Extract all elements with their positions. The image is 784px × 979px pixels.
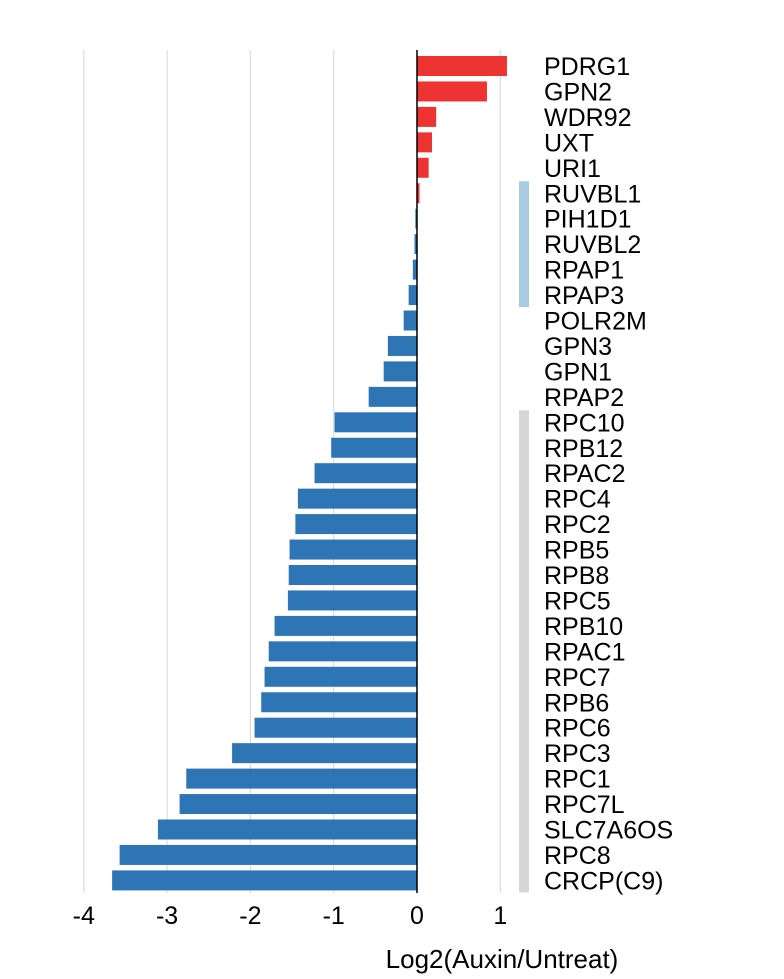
bar-rpac1 [268,641,417,662]
x-tick-label: -4 [73,902,95,930]
category-label: RPAP1 [544,257,624,285]
bar-rpc1 [186,768,417,789]
bar-rpc4 [297,488,417,509]
category-label: RPC10 [544,409,625,437]
category-label: GPN2 [544,78,612,106]
bar-rpac2 [314,463,417,484]
bar-polr2m [403,310,417,331]
category-label: RPAC2 [544,460,626,488]
category-label: RUVBL1 [544,180,641,208]
bar-rpc6 [254,717,417,738]
bar-rpc2 [295,514,417,535]
bars [112,56,507,891]
bar-rpb8 [288,565,417,585]
bar-rpc3 [232,743,417,764]
x-axis-title: Log2(Auxin/Untreat) [386,944,619,974]
bar-slc7a6os [157,819,417,840]
bar-crcp-c9- [112,870,417,891]
category-label: RPB12 [544,435,623,463]
category-label: PDRG1 [544,53,630,81]
bar-gpn3 [387,335,417,356]
category-label: RPAC1 [544,638,626,666]
bar-rpc8 [119,844,417,865]
category-label: RPC8 [544,842,611,870]
bar-ruvbl1 [417,183,420,204]
category-label: RPAP3 [544,282,624,310]
category-label: RPB8 [544,562,609,590]
category-label: RUVBL2 [544,231,641,259]
group-bracket [519,410,529,893]
group-brackets [519,181,529,893]
x-tick-label: -2 [239,902,261,930]
x-tick-label: 1 [493,902,507,930]
bar-rpb5 [289,539,417,560]
gridlines [83,50,501,893]
category-labels: PDRG1GPN2WDR92UXTURI1RUVBL1PIH1D1RUVBL2R… [544,53,673,895]
bar-pdrg1 [417,56,507,76]
x-tick-label: -1 [323,902,345,930]
bar-gpn2 [417,81,487,102]
x-tick-labels: -4 -3 -2 -1 0 1 [73,902,508,930]
bar-pih1d1 [415,208,417,229]
category-label: RPC7 [544,664,611,692]
bar-uri1 [417,157,429,178]
x-tick-label: 0 [410,902,424,930]
category-label: RPC3 [544,740,611,768]
category-label: RPB10 [544,613,623,641]
bar-rpc7 [264,666,417,687]
bar-rpb10 [274,615,417,636]
bar-rpc10 [334,412,417,433]
group-bracket [519,181,529,308]
category-label: RPB5 [544,537,609,565]
category-label: POLR2M [544,308,647,336]
category-label: GPN3 [544,333,612,361]
category-label: PIH1D1 [544,206,632,234]
bar-uxt [417,132,432,153]
bar-rpc5 [287,590,417,611]
bar-rpb12 [331,437,417,458]
bar-rpap3 [408,285,417,306]
category-label: RPB6 [544,689,609,717]
bar-rpc7l [179,794,417,815]
category-label: RPC4 [544,486,611,514]
category-label: CRCP(C9) [544,867,663,895]
category-label: RPC6 [544,715,611,743]
category-label: RPC2 [544,511,611,539]
category-label: RPC7L [544,791,625,819]
category-label: RPC5 [544,587,611,615]
category-label: UXT [544,129,594,157]
bar-wdr92 [417,106,437,127]
category-label: RPC1 [544,766,611,794]
bar-rpap2 [368,386,417,407]
bar-rpap1 [412,259,417,280]
category-label: RPAP2 [544,384,624,412]
bar-gpn1 [383,361,417,382]
bar-rpb6 [261,692,417,713]
category-label: URI1 [544,155,601,183]
x-tick-label: -3 [156,902,178,930]
category-label: SLC7A6OS [544,817,673,845]
bar-ruvbl2 [414,234,417,255]
category-label: GPN1 [544,358,612,386]
category-label: WDR92 [544,104,632,132]
